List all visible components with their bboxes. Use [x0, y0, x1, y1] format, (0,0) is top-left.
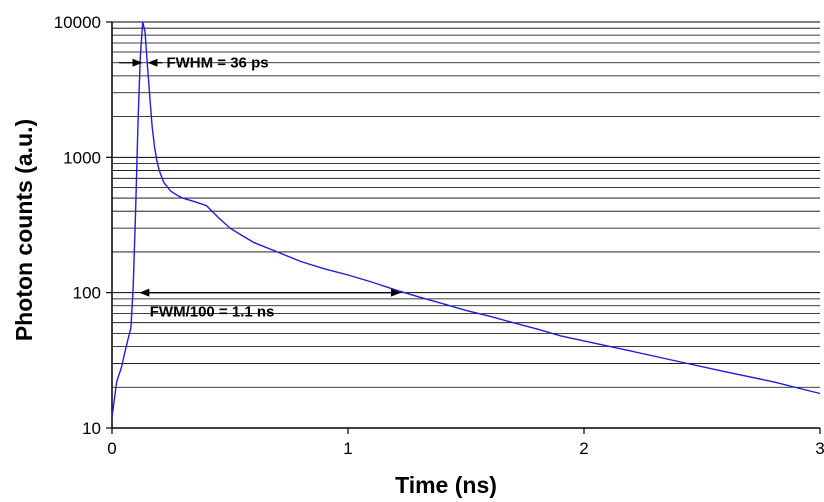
x-tick-label: 2 — [579, 439, 588, 458]
annotations: FWHM = 36 ps FWM/100 = 1.1 ns — [119, 55, 401, 321]
x-tick-label: 1 — [343, 439, 352, 458]
x-tick-label: 3 — [815, 439, 824, 458]
series-line — [111, 21, 821, 418]
x-tick-label: 0 — [107, 439, 116, 458]
x-axis-ticks: 0 1 2 3 — [107, 428, 824, 458]
y-axis-ticks: 10 100 1000 10000 — [54, 13, 112, 438]
grid-lines — [112, 21, 820, 388]
y-tick-label: 10 — [82, 419, 101, 438]
fwm100-label: FWM/100 = 1.1 ns — [150, 304, 275, 321]
y-axis-title: Photon counts (a.u.) — [11, 119, 37, 341]
x-axis-title: Time (ns) — [395, 472, 497, 498]
fwhm-label: FWHM = 36 ps — [166, 55, 268, 72]
y-tick-label: 100 — [73, 284, 101, 303]
y-tick-label: 10000 — [54, 13, 101, 32]
y-tick-label: 1000 — [63, 148, 101, 167]
